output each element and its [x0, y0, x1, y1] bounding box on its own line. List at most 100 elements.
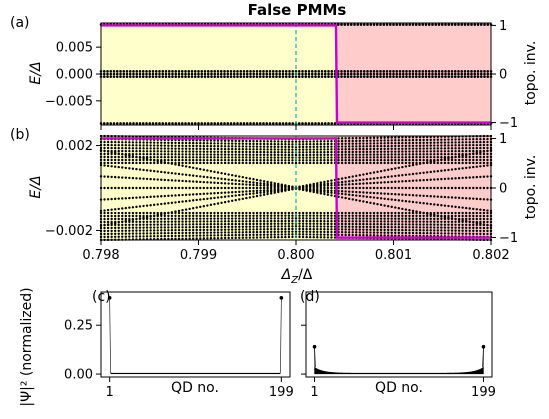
panel-b-point — [436, 223, 440, 226]
panel-b-point — [365, 156, 369, 159]
panel-b-point — [372, 142, 376, 145]
panel-a-point — [206, 122, 210, 125]
panel-b-point — [379, 231, 383, 234]
panel-b-point — [156, 141, 159, 144]
panel-b-point — [280, 211, 284, 215]
panel-b-point — [145, 235, 149, 238]
panel-b-point — [386, 225, 390, 229]
panel-b-point — [241, 159, 245, 162]
panel-b-point — [440, 195, 443, 199]
panel-d-x-axis: 1 199 — [301, 324, 496, 400]
panel-b-point — [280, 214, 284, 217]
panel-b-point — [216, 225, 220, 229]
panel-b-point — [436, 155, 440, 159]
panel-b-point — [418, 229, 422, 232]
panel-b-point — [429, 229, 432, 232]
panel-b-point — [305, 156, 308, 159]
panel-b-point — [330, 222, 333, 226]
panel-b-point — [340, 217, 344, 220]
panel-b-point — [305, 151, 308, 154]
panel-b-point — [408, 200, 411, 203]
panel-b-point — [103, 232, 106, 236]
panel-a-point — [437, 23, 441, 26]
panel-b-point — [390, 167, 393, 171]
panel-b-point — [216, 236, 220, 240]
panel-b-point — [376, 153, 379, 156]
panel-b-point — [234, 174, 237, 178]
panel-a-point — [119, 75, 122, 78]
panel-b-point — [291, 217, 294, 220]
panel-b-point — [411, 194, 415, 197]
panel-b-point — [245, 211, 248, 215]
panel-b-point — [298, 217, 301, 220]
panel-b-point — [149, 195, 152, 199]
panel-b-point — [110, 226, 113, 230]
panel-a-point — [151, 122, 155, 125]
panel-b-point — [475, 226, 479, 230]
panel-b-point — [323, 148, 326, 151]
panel-b-point — [330, 217, 333, 220]
panel-b-point — [199, 225, 202, 229]
panel-b-point — [404, 161, 408, 165]
panel-b-point — [486, 158, 489, 162]
panel-b-point — [124, 223, 128, 227]
panel-b-point — [464, 153, 468, 157]
panel-b-point — [411, 186, 415, 190]
panel-b-point — [269, 142, 273, 146]
panel-b-point — [280, 230, 284, 233]
panel-b-point — [401, 153, 404, 156]
panel-b-point — [266, 230, 269, 234]
panel-b-point — [195, 211, 198, 215]
panel-b-point — [454, 167, 457, 171]
panel-b-point — [252, 217, 255, 220]
panel-b-point — [135, 196, 138, 199]
panel-b-point — [213, 196, 216, 200]
panel-b-point — [284, 153, 287, 157]
panel-b-point — [408, 161, 411, 165]
panel-a-point — [369, 72, 373, 76]
panel-b-point — [330, 186, 333, 190]
panel-b-point — [160, 232, 163, 235]
panel-b-point — [234, 186, 237, 190]
panel-b-point — [301, 225, 305, 228]
panel-b-point — [305, 143, 308, 146]
panel-b-point — [461, 226, 464, 229]
panel-b-point — [184, 226, 188, 229]
panel-b-point — [131, 176, 135, 180]
panel-b-point — [333, 230, 337, 234]
panel-b-point — [351, 153, 354, 156]
panel-b-point — [287, 153, 291, 157]
panel-a-point — [236, 75, 239, 78]
panel-b-point — [447, 144, 450, 147]
panel-b-point — [362, 225, 365, 229]
panel-b-point — [202, 150, 206, 153]
panel-b-point — [429, 232, 432, 235]
panel-b-point — [216, 177, 220, 180]
panel-b-point — [248, 211, 252, 215]
panel-b-point — [344, 193, 347, 196]
panel-b-point — [365, 191, 369, 194]
panel-a-point — [382, 70, 386, 73]
panel-b-point — [209, 156, 213, 159]
panel-b-point — [316, 142, 319, 146]
panel-b-point — [468, 220, 471, 223]
panel-a-point — [180, 122, 184, 125]
panel-b-point — [291, 227, 294, 231]
panel-b-point — [330, 189, 333, 192]
panel-b-point — [255, 194, 259, 198]
panel-b-point — [230, 150, 234, 154]
panel-b-point — [170, 211, 174, 214]
panel-b-point — [117, 165, 120, 169]
panel-b-point — [273, 217, 276, 220]
panel-a-point — [232, 75, 236, 78]
panel-b-point — [248, 196, 252, 199]
panel-b-point — [266, 236, 269, 239]
panel-b-point — [255, 156, 259, 159]
panel-b-point — [358, 228, 362, 231]
panel-b-point — [199, 211, 202, 215]
panel-b-point — [394, 156, 397, 159]
panel-b-point — [110, 229, 113, 233]
panel-b-point — [401, 174, 404, 177]
panel-b-x-tick-label: 0.802 — [472, 248, 509, 263]
panel-b-point — [351, 145, 354, 148]
